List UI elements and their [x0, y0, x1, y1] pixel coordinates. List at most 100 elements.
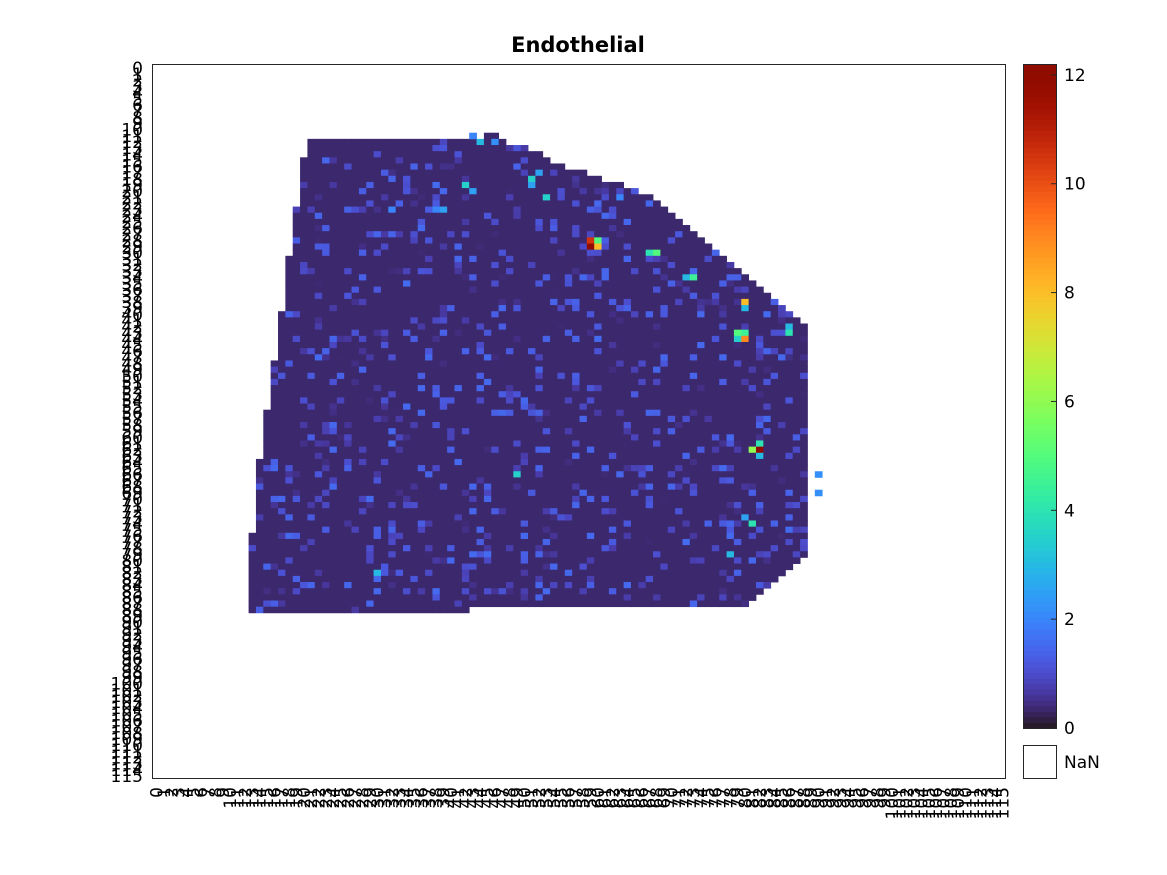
heatmap-cell — [520, 545, 529, 552]
heatmap-cell — [697, 428, 705, 435]
heatmap-cell — [792, 415, 801, 423]
heatmap-cell — [770, 520, 779, 528]
heatmap-cell — [403, 409, 411, 417]
heatmap-cell — [719, 274, 727, 281]
heatmap-cell — [608, 323, 617, 331]
heatmap-cell — [454, 188, 463, 195]
heatmap-cell — [542, 422, 551, 429]
heatmap-cell — [395, 600, 404, 608]
heatmap-cell — [755, 360, 764, 368]
heatmap-cell — [432, 465, 441, 472]
heatmap-cell — [380, 175, 389, 183]
heatmap-cell — [704, 569, 713, 577]
heatmap-cell — [417, 329, 426, 337]
heatmap-cell — [653, 335, 661, 343]
heatmap-cell — [263, 483, 272, 491]
heatmap-cell — [528, 292, 536, 300]
heatmap-cell — [660, 323, 669, 331]
heatmap-cell — [432, 348, 441, 355]
heatmap-cell — [572, 569, 580, 577]
heatmap-cell — [542, 366, 551, 374]
heatmap-cell — [616, 385, 625, 392]
heatmap-cell — [586, 292, 595, 300]
heatmap-cell — [248, 569, 257, 577]
heatmap-cell — [579, 268, 588, 275]
heatmap-cell — [454, 508, 463, 515]
heatmap-cell — [432, 157, 441, 164]
heatmap-cell — [748, 465, 757, 472]
heatmap-cell — [270, 526, 279, 534]
heatmap-cell — [483, 582, 492, 589]
heatmap-cell — [417, 569, 426, 577]
heatmap-cell — [322, 465, 330, 472]
heatmap-cell — [425, 422, 433, 429]
heatmap-cell — [358, 329, 367, 337]
heatmap-cell — [300, 483, 308, 491]
heatmap-cell — [498, 169, 507, 177]
heatmap-cell — [255, 502, 264, 509]
heatmap-cell — [535, 317, 544, 324]
heatmap-cell — [770, 366, 779, 374]
heatmap-cell — [748, 508, 757, 515]
heatmap-cell — [542, 600, 551, 608]
heatmap-cell — [358, 551, 367, 558]
heatmap-cell — [373, 489, 382, 497]
heatmap-cell — [645, 261, 654, 269]
heatmap-cell — [461, 138, 470, 146]
heatmap-cell — [469, 495, 477, 503]
heatmap-cell — [741, 378, 750, 386]
heatmap-cell — [373, 483, 382, 491]
heatmap-cell — [726, 495, 735, 503]
heatmap-cell — [520, 292, 529, 300]
heatmap-cell — [255, 594, 264, 601]
heatmap-cell — [653, 348, 661, 355]
heatmap-cell — [417, 391, 426, 398]
heatmap-cell — [778, 538, 786, 546]
heatmap-cell — [439, 606, 448, 614]
heatmap-cell — [410, 188, 419, 195]
heatmap-cell — [358, 225, 367, 232]
heatmap-cell — [329, 557, 338, 564]
heatmap-cell — [550, 243, 558, 251]
heatmap-cell — [454, 569, 463, 577]
heatmap-cell — [432, 286, 441, 294]
heatmap-cell — [535, 575, 544, 583]
heatmap-cell — [336, 206, 345, 214]
heatmap-cell — [542, 268, 551, 275]
heatmap-cell — [336, 151, 345, 158]
heatmap-cell — [800, 403, 808, 411]
heatmap-cell — [366, 520, 374, 528]
heatmap-cell — [498, 145, 507, 152]
heatmap-cell — [278, 502, 286, 509]
heatmap-cell — [667, 255, 676, 263]
heatmap-cell — [278, 385, 286, 392]
heatmap-cell — [689, 243, 698, 251]
heatmap-cell — [380, 582, 389, 589]
heatmap-cell — [616, 557, 625, 564]
heatmap-cell — [697, 397, 705, 404]
heatmap-cell — [667, 526, 676, 534]
heatmap-cell — [461, 477, 470, 484]
heatmap-cell — [550, 280, 558, 287]
heatmap-cell — [483, 588, 492, 595]
heatmap-cell — [719, 594, 727, 601]
heatmap-cell — [645, 471, 654, 478]
heatmap-cell — [513, 243, 522, 251]
heatmap-cell — [505, 329, 514, 337]
heatmap-cell — [594, 385, 602, 392]
heatmap-cell — [741, 514, 750, 521]
heatmap-cell — [755, 391, 764, 398]
heatmap-cell — [314, 502, 323, 509]
heatmap-cell — [542, 520, 551, 528]
heatmap-cell — [329, 545, 338, 552]
heatmap-cell — [778, 508, 786, 515]
heatmap-cell — [520, 532, 529, 540]
heatmap-cell — [469, 360, 477, 368]
heatmap-cell — [726, 391, 735, 398]
heatmap-cell — [469, 132, 477, 140]
heatmap-cell — [550, 489, 558, 497]
heatmap-cell — [447, 397, 455, 404]
heatmap-cell — [770, 329, 779, 337]
heatmap-cell — [461, 274, 470, 281]
heatmap-cell — [770, 538, 779, 546]
